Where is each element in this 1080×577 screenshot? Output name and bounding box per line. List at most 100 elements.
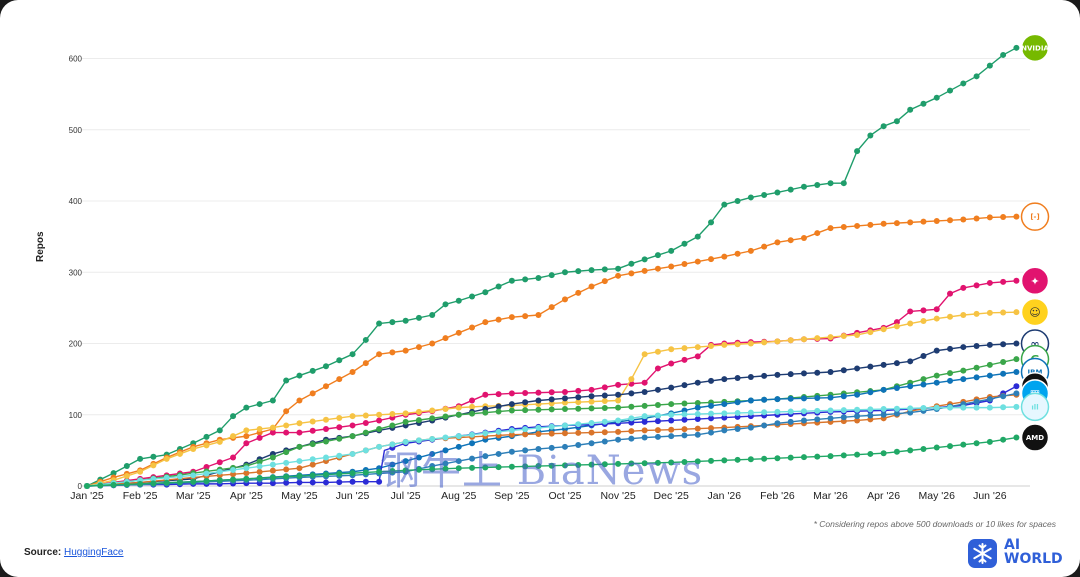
data-point [668, 433, 675, 440]
data-point [814, 181, 821, 188]
data-point [787, 186, 794, 193]
data-point [455, 433, 462, 440]
logo-badge-circle [1020, 202, 1050, 231]
data-point [588, 393, 595, 400]
data-point [601, 438, 608, 445]
data-point [827, 453, 834, 460]
data-point [907, 358, 914, 365]
data-point [986, 341, 993, 348]
data-point [774, 408, 781, 415]
data-point [708, 377, 715, 384]
logo-badge-text: AMD [1026, 434, 1044, 442]
data-point [150, 462, 157, 469]
data-point [376, 417, 383, 424]
data-point [800, 336, 807, 343]
data-point [389, 468, 396, 475]
data-point [668, 459, 675, 466]
data-point [840, 333, 847, 340]
data-point [548, 430, 555, 437]
data-point [654, 265, 661, 272]
data-point [508, 463, 515, 470]
x-tick-label: Apr '25 [230, 490, 263, 502]
data-point [721, 201, 728, 208]
data-point [641, 402, 648, 409]
data-point [774, 396, 781, 403]
data-point [654, 459, 661, 466]
data-point [880, 123, 887, 130]
data-point [535, 463, 542, 470]
data-point [986, 214, 993, 221]
data-point [1000, 370, 1007, 377]
data-point [800, 370, 807, 377]
data-point [203, 478, 210, 485]
data-point [840, 452, 847, 459]
data-point [561, 462, 568, 469]
data-point [256, 458, 263, 465]
x-tick-label: Jun '25 [336, 490, 370, 502]
data-point [628, 270, 635, 277]
data-point [309, 461, 316, 468]
data-point [973, 398, 980, 405]
data-point [482, 319, 489, 326]
data-point [588, 386, 595, 393]
data-point [628, 415, 635, 422]
data-point [774, 420, 781, 427]
data-point [336, 414, 343, 421]
data-point [283, 408, 290, 415]
data-point [495, 428, 502, 435]
data-point [588, 405, 595, 412]
data-point [469, 410, 476, 417]
data-point [362, 412, 369, 419]
data-point [269, 429, 276, 436]
data-point [920, 376, 927, 383]
data-point [415, 314, 422, 321]
chart-logo-icon: ıll [1020, 392, 1050, 422]
data-point [867, 406, 874, 413]
data-point [535, 274, 542, 281]
data-point [681, 261, 688, 268]
data-point [269, 397, 276, 404]
data-point [907, 447, 914, 454]
data-point [349, 478, 356, 485]
data-point [947, 345, 954, 352]
data-point [668, 263, 675, 270]
data-point [774, 371, 781, 378]
data-point [840, 224, 847, 231]
data-point [907, 308, 914, 315]
data-point [1000, 436, 1007, 443]
data-point [973, 342, 980, 349]
data-point [800, 395, 807, 402]
data-point [668, 411, 675, 418]
data-point [137, 480, 144, 487]
data-point [654, 252, 661, 259]
data-point [920, 352, 927, 359]
data-point [508, 431, 515, 438]
data-point [827, 415, 834, 422]
data-point [190, 472, 197, 479]
data-point [973, 440, 980, 447]
data-point [1000, 214, 1007, 221]
data-point [230, 471, 237, 478]
data-point [960, 404, 967, 411]
data-point [455, 297, 462, 304]
logo-badge-circle [1020, 423, 1050, 452]
data-point [322, 426, 329, 432]
x-tick-label: Oct '25 [549, 490, 582, 502]
data-point [641, 388, 648, 395]
data-point [376, 411, 383, 418]
data-point [641, 434, 648, 441]
data-point [442, 447, 449, 454]
data-point [230, 454, 237, 461]
data-point [230, 466, 237, 473]
data-point [814, 395, 821, 402]
data-point [522, 313, 529, 320]
y-tick-label: 0 [78, 482, 83, 491]
data-point [615, 417, 622, 424]
data-point [960, 376, 967, 383]
data-point [907, 383, 914, 390]
data-point [681, 356, 688, 363]
data-point [176, 479, 183, 486]
data-point [641, 460, 648, 467]
data-point [867, 389, 874, 396]
source-link[interactable]: HuggingFace [64, 547, 124, 558]
